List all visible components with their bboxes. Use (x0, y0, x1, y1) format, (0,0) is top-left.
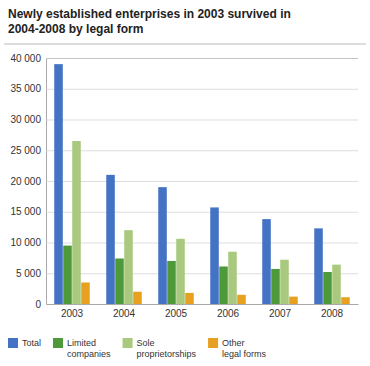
bar (271, 269, 280, 304)
y-tick-label: 20 000 (10, 176, 41, 187)
x-tick-label: 2003 (61, 308, 84, 319)
chart-title: Newly established enterprises in 2003 su… (8, 7, 291, 36)
plot: 0 5 000 10 000 15 000 20 000 25 000 30 000 35 0… (10, 53, 358, 319)
bar (280, 260, 289, 304)
grid-line (46, 273, 358, 274)
x-axis-line (47, 304, 359, 305)
bar-series (63, 246, 332, 304)
y-tick-label: 35 000 (10, 83, 41, 94)
x-tick-label: 2005 (165, 308, 188, 319)
bar-series (72, 141, 341, 304)
grid-line (46, 120, 358, 121)
grid-line (46, 304, 358, 305)
legend: Total Limitedcompanies Soleproprietorships… (8, 338, 267, 359)
y-axis-line (47, 59, 359, 305)
bar (185, 293, 194, 304)
legend-label: Limitedcompanies (67, 338, 111, 359)
title-rule (4, 44, 366, 45)
legend-item: Soleproprietorships (123, 338, 197, 359)
bar (323, 272, 332, 304)
legend-item: Otherlegal forms (208, 338, 267, 359)
y-tick: 40 000 (10, 53, 358, 64)
x-tick: 2003 (61, 304, 84, 319)
legend-swatch (8, 338, 18, 348)
x-tick-label: 2008 (321, 308, 344, 319)
legend-label-line: Other (222, 338, 245, 348)
legend-item: Limitedcompanies (53, 338, 111, 359)
legend-label-line: Total (22, 338, 41, 348)
grid-line (46, 181, 358, 182)
title-line: Newly established enterprises in 2003 su… (8, 7, 291, 21)
bar (176, 239, 185, 304)
legend-label-line: proprietorships (137, 349, 197, 359)
x-tick: 2004 (113, 304, 136, 319)
bar-series (81, 282, 350, 304)
legend-swatch (123, 338, 133, 348)
x-tick-label: 2006 (217, 308, 240, 319)
x-tick-label: 2007 (269, 308, 292, 319)
y-axis: 0 5 000 10 000 15 000 20 000 25 000 30 000 35 0… (10, 53, 358, 310)
bar (228, 252, 237, 304)
legend-item: Total (8, 338, 41, 348)
x-axis: 2003 2004 2005 2006 2007 2008 (47, 304, 359, 319)
bars (54, 64, 350, 304)
bar (219, 266, 228, 304)
bar (63, 246, 72, 304)
legend-swatch (208, 338, 218, 348)
legend-label-line: Limited (67, 338, 96, 348)
bar (106, 175, 115, 304)
legend-swatch (53, 338, 63, 348)
legend-label-line: companies (67, 349, 111, 359)
bar (158, 187, 167, 304)
x-tick-label: 2004 (113, 308, 136, 319)
bar (341, 297, 350, 304)
y-tick-label: 30 000 (10, 114, 41, 125)
grid-line (46, 243, 358, 244)
chart-svg: Newly established enterprises in 2003 su… (0, 0, 370, 366)
y-tick-label: 40 000 (10, 53, 41, 64)
bar (133, 292, 142, 304)
bar (314, 228, 323, 304)
grid-line (46, 58, 358, 59)
y-tick-label: 25 000 (10, 145, 41, 156)
bar (289, 297, 298, 304)
title-line: 2004-2008 by legal form (8, 22, 143, 36)
bar (124, 230, 133, 304)
legend-label-line: legal forms (222, 349, 267, 359)
y-tick-label: 10 000 (10, 237, 41, 248)
y-tick-label: 5 000 (16, 268, 41, 279)
grid-line (46, 212, 358, 213)
grid-line (46, 89, 358, 90)
bar (262, 219, 271, 304)
bar (332, 265, 341, 304)
bar-series (54, 64, 323, 304)
legend-label: Soleproprietorships (137, 338, 197, 359)
x-tick: 2007 (269, 304, 292, 319)
x-tick: 2005 (165, 304, 188, 319)
chart-container: Newly established enterprises in 2003 su… (0, 0, 370, 366)
bar (54, 64, 63, 304)
bar (115, 258, 124, 304)
x-tick: 2008 (321, 304, 344, 319)
bar (167, 261, 176, 304)
legend-label: Otherlegal forms (222, 338, 267, 359)
grid-line (46, 150, 358, 151)
legend-label-line: Sole (137, 338, 155, 348)
bar (81, 282, 90, 304)
y-tick-label: 0 (35, 299, 41, 310)
x-tick: 2006 (217, 304, 240, 319)
bar (237, 295, 246, 304)
legend-label: Total (22, 338, 41, 348)
y-tick-label: 15 000 (10, 206, 41, 217)
bar (210, 207, 219, 304)
bar (72, 141, 81, 304)
